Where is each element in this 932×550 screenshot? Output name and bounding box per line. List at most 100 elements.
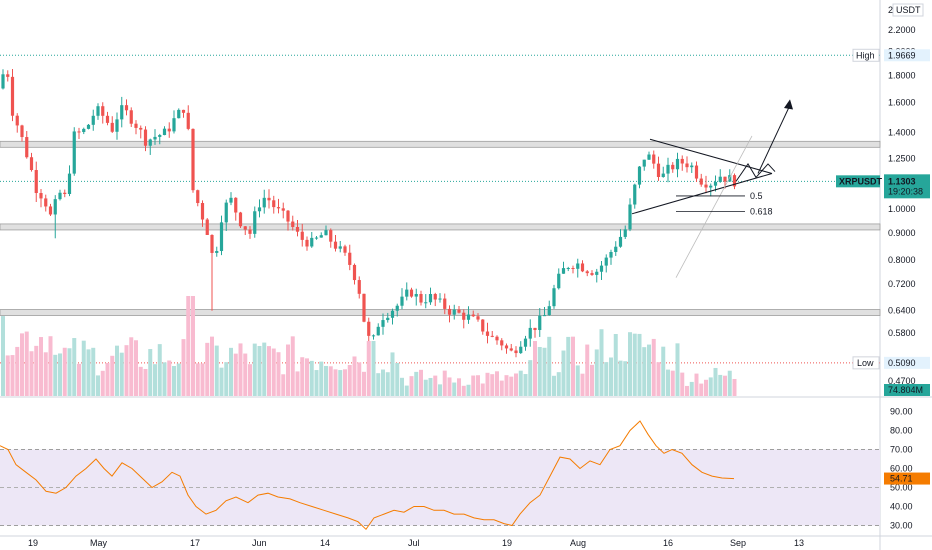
volume-bar [523,374,528,396]
candle-body [272,200,276,208]
candle [728,169,732,182]
volume-bar [428,377,433,396]
volume-bar [72,338,77,396]
candle-body [257,207,262,212]
time-tick-label: 19 [502,538,512,548]
candle-body [53,199,57,215]
candle [53,195,57,239]
candle-body [105,115,110,123]
candle [433,292,437,307]
volume-bar [138,366,143,396]
candle-body [357,280,361,294]
volume-bar [248,364,252,396]
candle-body [348,252,352,265]
volume-bar [224,362,229,396]
price-tick-label: 0.9000 [888,228,916,238]
candle-body [500,340,504,346]
candle [143,126,148,152]
candle-body [400,296,404,306]
volume-bar [81,340,86,396]
volume-bar [238,343,243,396]
volume-bar [115,345,119,396]
candle [576,258,580,278]
volume-bar [96,375,100,396]
candle [414,288,418,306]
candle [338,240,342,253]
candle-body [39,193,43,199]
candle [504,343,509,354]
candle [39,189,43,208]
candle-body [438,298,442,300]
volume-bar [176,363,181,396]
volume-bar [219,367,224,396]
high-tag-box [852,48,880,62]
volume-bar [485,372,490,396]
candle [63,189,67,198]
price-tick-label: 1.4000 [888,128,916,138]
candle [656,156,661,181]
candle-body [210,234,214,253]
candle [395,303,399,317]
volume-bar [604,362,609,396]
time-tick-label: Sep [730,538,746,548]
candle-body [728,175,732,182]
volume-bar [91,347,96,396]
candle-body [642,159,646,167]
volume-bar [347,364,352,396]
candle [196,189,200,207]
candle [281,202,285,219]
volume-bar [314,370,319,396]
candle-body [196,190,200,204]
volume-bar [286,344,290,396]
candle-body [576,263,580,269]
candle-body [376,326,380,336]
candle-body [362,293,366,322]
volume-bar [723,375,727,396]
volume-bar [20,333,24,396]
volume-bar [666,369,670,396]
volume-bar [566,336,571,396]
price-tick-label: 0.7200 [888,279,916,289]
candle [471,310,475,318]
candle [262,189,266,214]
volume-bar [262,342,267,396]
candle [162,126,167,136]
volume-bar [609,357,613,396]
candle-body [72,131,76,174]
candle-body [409,289,414,297]
candle-body [595,271,599,275]
candle [452,304,456,320]
symbol-tag: XRPUSDT [839,176,883,186]
candle [177,108,181,119]
candle-body [158,135,162,137]
currency-tag-box [892,3,924,17]
price-tick-label: 0.8000 [888,255,916,265]
candle [20,124,24,142]
volume-bar [476,375,480,396]
candle [352,263,357,285]
candle [538,308,542,337]
candle-body [452,309,456,315]
candle-body [1,74,5,89]
candle [595,268,599,283]
candle-body [338,246,342,249]
volume-bar [58,353,62,396]
currency-tag: USDT [896,5,921,15]
low-tag: Low [857,358,874,368]
triangle-upper [649,138,773,174]
candle [300,223,304,247]
candle-body [371,335,376,337]
volume-bar [599,329,604,396]
volume-bar [53,354,58,396]
candle [590,270,594,276]
candle-body [609,251,613,258]
candle [1,69,5,90]
candle [172,110,176,134]
price-tick-label: 1.0000 [888,204,916,214]
candle [348,244,352,271]
time-tick-label: 13 [794,538,804,548]
candle [205,218,209,235]
rsi-tick-label: 60.00 [890,464,913,474]
volume-bar [466,384,471,396]
